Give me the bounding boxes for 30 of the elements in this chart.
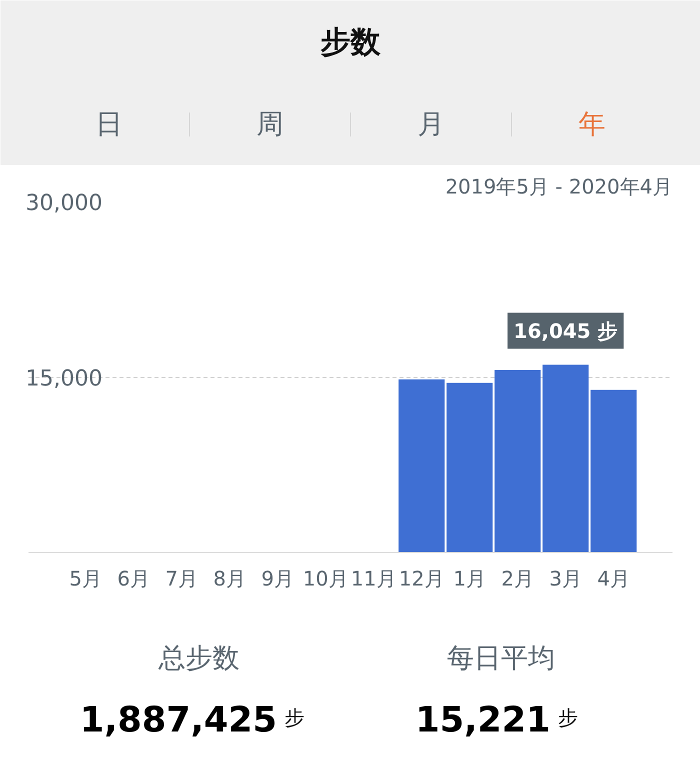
x-tick-label: 11月	[350, 566, 396, 590]
text: 1,887,425 步	[80, 700, 304, 740]
text: 每日平均	[447, 643, 556, 674]
annotation: 16,045 步	[514, 318, 618, 343]
text: 月	[418, 109, 444, 140]
bar	[590, 390, 637, 552]
text: 日	[96, 109, 122, 140]
chart-title: 步数	[320, 25, 382, 60]
x-tick-label: 12月	[398, 566, 444, 590]
text: 总步数	[158, 643, 240, 674]
chart-subtitle: 2019年5月 - 2020年4月	[445, 174, 673, 198]
x-tick-label: 10月	[302, 566, 348, 590]
text: 15,221 步	[415, 700, 578, 740]
x-tick-label: 2月	[501, 566, 534, 590]
x-tick-label: 8月	[213, 566, 246, 590]
x-tick-label: 6月	[117, 566, 150, 590]
bar	[494, 370, 541, 552]
x-tick-label: 7月	[165, 566, 198, 590]
y-tick-label: 15,000	[26, 366, 103, 392]
x-tick-label: 5月	[69, 566, 102, 590]
x-tick-label: 9月	[261, 566, 294, 590]
x-tick-label: 4月	[597, 566, 630, 590]
bar	[542, 364, 589, 552]
x-tick-label: 3月	[549, 566, 582, 590]
text: 年	[578, 109, 606, 140]
x-tick-label: 1月	[453, 566, 486, 590]
text: 周	[256, 109, 284, 140]
bar	[398, 379, 445, 552]
bar	[446, 382, 493, 552]
y-tick-label: 30,000	[26, 191, 103, 216]
